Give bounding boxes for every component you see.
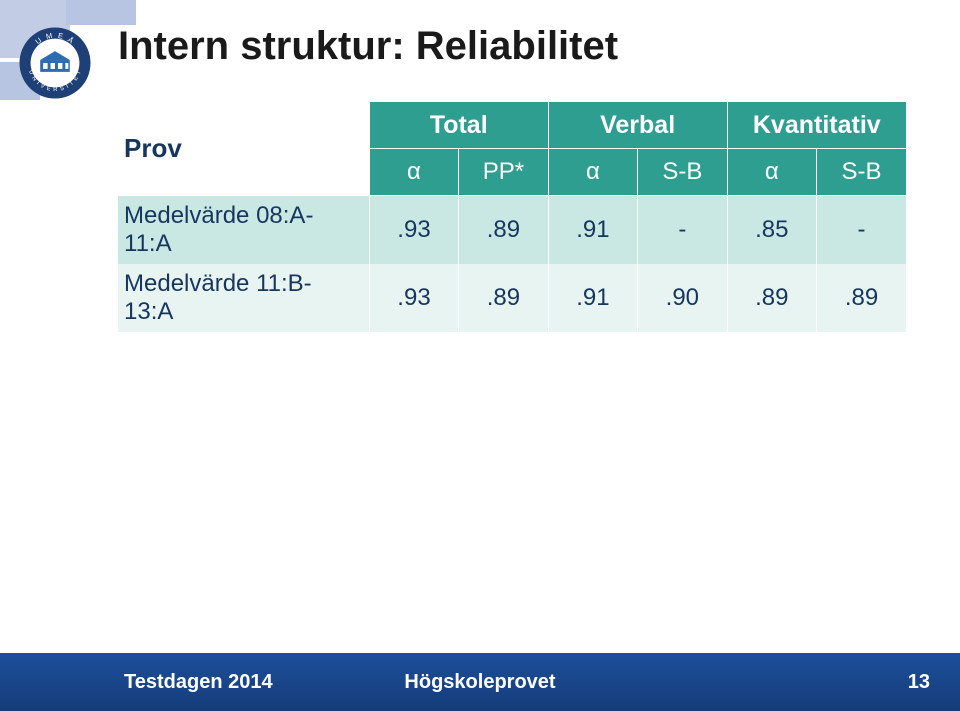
table-cell: .93 (369, 196, 458, 265)
footer-left: Testdagen 2014 (124, 671, 273, 694)
table-header-verbal: Verbal (548, 102, 727, 149)
table-cell: - (817, 196, 906, 265)
table-header-total: Total (369, 102, 548, 149)
table-header-kvantitativ: Kvantitativ (727, 102, 906, 149)
slide-title: Intern struktur: Reliabilitet (118, 24, 618, 69)
table-subheader: S-B (638, 149, 727, 196)
table-subheader: α (369, 149, 458, 196)
table-cell: .89 (459, 264, 548, 332)
table-cell: .89 (817, 264, 906, 332)
table-subheader: α (727, 149, 816, 196)
footer-bar: Testdagen 2014 Högskoleprovet 13 (0, 653, 960, 711)
table-subheader: α (548, 149, 637, 196)
table-cell: .91 (548, 196, 637, 265)
row-label: Medelvärde 08:A-11:A (118, 196, 369, 265)
table-subheader: S-B (817, 149, 906, 196)
decor-rect (66, 0, 136, 25)
university-logo-icon: U M E Å U N I V E R S I T E T (18, 26, 92, 100)
table-row: Medelvärde 08:A-11:A .93 .89 .91 - .85 - (118, 196, 906, 265)
table-cell: .93 (369, 264, 458, 332)
table-cell: .90 (638, 264, 727, 332)
table-cell: .85 (727, 196, 816, 265)
slide: U M E Å U N I V E R S I T E T Intern str… (0, 0, 960, 711)
reliability-table: Prov Total Verbal Kvantitativ α PP* α S-… (118, 102, 906, 332)
table-subheader: PP* (459, 149, 548, 196)
table-cell: - (638, 196, 727, 265)
row-label: Medelvärde 11:B-13:A (118, 264, 369, 332)
table-cell: .91 (548, 264, 637, 332)
table-cell: .89 (727, 264, 816, 332)
table-header-prov: Prov (118, 102, 369, 196)
footer-center: Högskoleprovet (404, 671, 555, 694)
table-row: Medelvärde 11:B-13:A .93 .89 .91 .90 .89… (118, 264, 906, 332)
footer-page-number: 13 (908, 671, 930, 694)
table-cell: .89 (459, 196, 548, 265)
